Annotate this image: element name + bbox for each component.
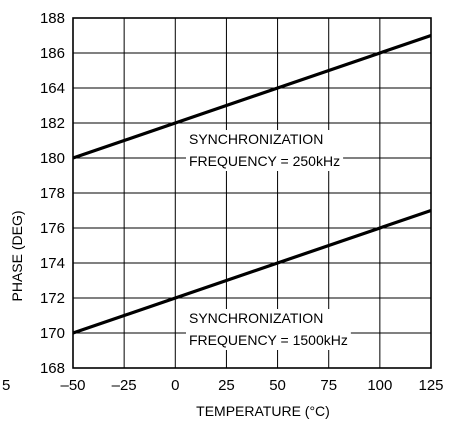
y-tick-label-3: 174 xyxy=(40,255,65,272)
y-tick-label-7: 182 xyxy=(40,115,65,132)
series-line-1 xyxy=(72,208,432,335)
annotation-1500khz-line2: FREQUENCY = 1500kHz xyxy=(189,332,348,348)
x-tick-label-5: 75 xyxy=(320,377,337,394)
plot-frame xyxy=(72,17,432,369)
x-axis-label: TEMPERATURE (°C) xyxy=(196,403,330,419)
y-tick-label-0: 168 xyxy=(40,360,65,377)
y-tick-label-4: 176 xyxy=(40,220,65,237)
x-tick-label-4: 50 xyxy=(269,377,286,394)
y-tick-label-9: 186 xyxy=(40,45,65,62)
annotation-250khz-line2: FREQUENCY = 250kHz xyxy=(189,153,340,169)
x-tick-label-7: 125 xyxy=(418,377,443,394)
y-tick-label-5: 178 xyxy=(40,185,65,202)
series-line-0 xyxy=(72,33,432,160)
annotation-1500khz-line1: SYNCHRONIZATION xyxy=(189,310,323,326)
x-tick-label-6: 100 xyxy=(367,377,392,394)
y-tick-label-8: 164 xyxy=(40,80,65,97)
annotation-250khz-line1: SYNCHRONIZATION xyxy=(189,131,323,147)
annotation-250khz: SYNCHRONIZATION FREQUENCY = 250kHz xyxy=(186,130,344,171)
y-tick-label-2: 172 xyxy=(40,290,65,307)
x-tick-labels: –50 –25 0 25 50 75 100 125 xyxy=(60,377,443,394)
annotation-1500khz: SYNCHRONIZATION FREQUENCY = 1500kHz xyxy=(186,309,351,350)
grid xyxy=(72,17,432,369)
x-tick-label-0: –50 xyxy=(60,377,85,394)
y-tick-label-1: 170 xyxy=(40,325,65,342)
y-tick-label-10: 188 xyxy=(40,10,65,27)
x-tick-label-1: –25 xyxy=(112,377,137,394)
x-tick-label-3: 25 xyxy=(218,377,235,394)
y-tick-labels: 168 170 172 174 176 178 180 182 164 186 188 xyxy=(40,10,65,377)
y-axis-label: PHASE (DEG) xyxy=(9,210,25,301)
annotation-1500khz-background xyxy=(186,309,351,350)
series-lines xyxy=(72,33,432,335)
clipped-edge-label: 5 xyxy=(2,377,10,394)
y-tick-label-6: 180 xyxy=(40,150,65,167)
annotation-250khz-background xyxy=(186,130,344,171)
x-tick-label-2: 0 xyxy=(171,377,179,394)
